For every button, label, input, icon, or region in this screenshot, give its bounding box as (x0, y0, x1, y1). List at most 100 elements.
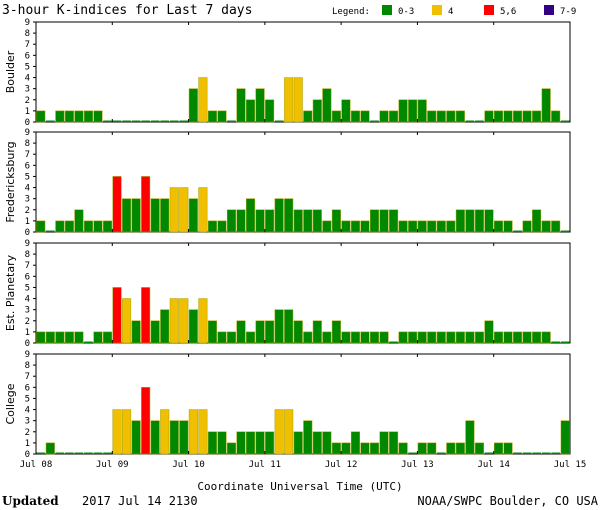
k-index-bar (284, 309, 294, 344)
panel-frame (35, 353, 571, 455)
k-index-bar (141, 287, 151, 344)
k-index-bar (360, 442, 370, 455)
y-tick-label: 8 (25, 29, 30, 39)
k-index-bar (427, 442, 437, 455)
k-index-bar (437, 452, 446, 454)
k-index-bar (103, 120, 112, 122)
k-index-bar (389, 341, 398, 343)
k-index-bar (160, 409, 170, 455)
y-tick-label: 9 (25, 128, 30, 138)
x-tick-label: Jul 12 (325, 460, 358, 470)
station-panels: Boulder0123456789Fredericksburg012345678… (4, 18, 571, 460)
k-index-bar (513, 110, 523, 123)
legend-label-2: 5,6 (500, 7, 516, 17)
k-index-bar (217, 220, 227, 233)
k-index-bar (541, 88, 551, 123)
k-index-bar (331, 110, 341, 123)
k-index-bar (255, 209, 265, 233)
k-index-bar (446, 442, 456, 455)
k-index-bar (207, 431, 217, 455)
k-index-bar (427, 110, 437, 123)
k-index-bar (169, 187, 179, 233)
k-index-bar (522, 220, 532, 233)
k-index-bar (484, 209, 494, 233)
k-index-bar (45, 442, 55, 455)
k-index-bar (265, 431, 275, 455)
k-index-bar (112, 176, 122, 233)
k-index-bar (265, 99, 275, 123)
k-index-bar (112, 120, 122, 122)
k-index-bar (503, 331, 513, 344)
updated-timestamp: 2017 Jul 14 2130 (82, 494, 198, 508)
k-index-bar (236, 320, 246, 344)
k-index-bar (532, 452, 541, 454)
k-index-bar (522, 110, 532, 123)
k-index-bar (284, 77, 294, 123)
k-index-bar (427, 220, 437, 233)
y-tick-label: 8 (25, 250, 30, 260)
k-index-bar (370, 442, 380, 455)
k-index-bar (560, 341, 570, 343)
k-index-bar (293, 431, 303, 455)
y-tick-label: 5 (25, 283, 30, 293)
k-index-bar (246, 431, 256, 455)
k-index-bar (350, 220, 360, 233)
k-index-bar (122, 120, 131, 122)
k-index-bar (131, 198, 141, 233)
y-tick-label: 4 (25, 184, 30, 194)
k-index-bar (255, 431, 265, 455)
station-label: Boulder (4, 50, 17, 93)
k-index-bar (446, 331, 456, 344)
k-index-bar (322, 431, 332, 455)
k-index-bar (312, 431, 322, 455)
k-index-bar (36, 220, 46, 233)
k-index-bar (389, 209, 399, 233)
k-index-bar (493, 331, 504, 344)
k-index-bar (45, 331, 55, 344)
y-tick-label: 0 (25, 339, 30, 349)
y-tick-label: 3 (25, 85, 30, 95)
k-index-bar (475, 120, 484, 122)
legend-label-1: 4 (448, 7, 453, 17)
k-index-bar (93, 110, 103, 123)
station-label: Fredericksburg (4, 141, 17, 222)
k-index-bar (379, 209, 389, 233)
k-index-bar (303, 110, 313, 123)
k-index-bar (513, 331, 523, 344)
k-index-bar (217, 431, 227, 455)
y-tick-label: 9 (25, 18, 30, 28)
k-index-bar (64, 220, 74, 233)
k-index-bar (112, 287, 122, 344)
k-index-bar (484, 320, 494, 344)
k-index-bar (160, 120, 169, 122)
k-index-bar (474, 331, 484, 344)
y-tick-label: 6 (25, 272, 30, 282)
panel-frame (35, 21, 571, 123)
k-index-bar (379, 331, 389, 344)
k-index-bar (560, 120, 570, 122)
k-index-bar (293, 320, 303, 344)
k-index-bar (74, 209, 84, 233)
k-index-bar (227, 120, 236, 122)
k-index-bar (255, 320, 265, 344)
k-index-bar (46, 230, 55, 232)
k-index-bar (64, 110, 74, 123)
y-tick-label: 6 (25, 161, 30, 171)
x-tick-label: Jul 08 (20, 460, 53, 470)
k-index-bar (484, 452, 494, 454)
y-tick-label: 3 (25, 306, 30, 316)
k-index-bar (465, 331, 475, 344)
k-index-bar (160, 198, 170, 233)
k-index-bar (360, 220, 370, 233)
k-index-bar (551, 220, 561, 233)
k-index-bar (312, 320, 322, 344)
k-index-bar (360, 110, 370, 123)
k-index-bar (370, 120, 379, 122)
k-index-bar (274, 409, 284, 455)
k-index-bar (551, 110, 561, 123)
legend: 0-3 4 5,6 7-9 (382, 5, 576, 17)
k-index-bar (103, 452, 112, 454)
k-index-bar (551, 452, 560, 454)
station-label: Est. Planetary (4, 254, 17, 331)
